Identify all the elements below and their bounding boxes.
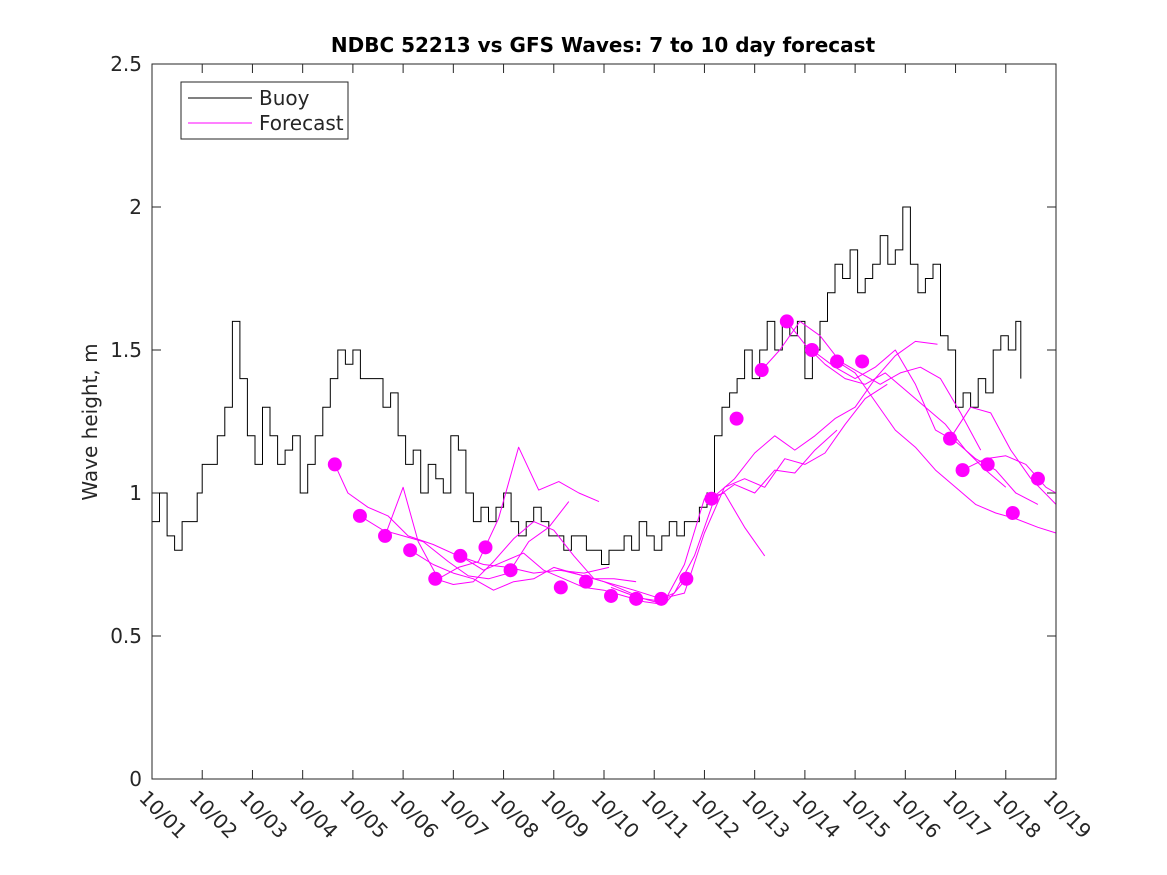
forecast-marker [403, 543, 418, 558]
forecast-marker [704, 491, 719, 506]
forecast-marker [1005, 506, 1020, 521]
forecast-run-line [435, 521, 662, 600]
forecast-marker [980, 457, 995, 472]
forecast-run-line [661, 383, 888, 600]
forecast-run-line [359, 501, 570, 580]
y-tick-label: 0.5 [110, 624, 142, 648]
forecast-marker [679, 571, 694, 586]
buoy-line [152, 206, 1022, 565]
y-tick-label: 2.5 [110, 52, 142, 76]
forecast-marker [955, 463, 970, 478]
forecast-marker [604, 588, 619, 603]
forecast-marker [478, 540, 493, 555]
forecast-run-line [836, 360, 1057, 534]
forecast-marker [943, 431, 958, 446]
forecast-marker [654, 591, 669, 606]
forecast-marker [804, 343, 819, 357]
plot-frame [151, 63, 1057, 780]
forecast-run-line [711, 340, 938, 500]
forecast-marker [503, 563, 518, 578]
forecast-run-line [384, 446, 600, 580]
forecast-run-line [610, 429, 838, 603]
forecast-marker [830, 354, 845, 369]
y-tick-label: 0 [129, 767, 142, 791]
forecast-marker [855, 354, 870, 369]
forecast-marker [428, 571, 443, 586]
forecast-marker [1030, 471, 1045, 486]
forecast-marker [754, 363, 769, 378]
chart-title: NDBC 52213 vs GFS Waves: 7 to 10 day for… [331, 33, 876, 57]
y-tick-label: 1 [129, 481, 142, 505]
forecast-run-line [761, 320, 982, 451]
forecast-marker [327, 457, 342, 472]
legend-label: Buoy [259, 86, 310, 110]
legend-box [180, 81, 349, 140]
forecast-marker [779, 314, 794, 329]
forecast-marker [352, 508, 367, 523]
forecast-marker [378, 528, 393, 543]
legend-label: Forecast [259, 111, 344, 135]
forecast-marker [453, 548, 468, 563]
y-axis-label: Wave height, m [78, 343, 102, 500]
forecast-marker [629, 591, 644, 606]
forecast-marker [729, 411, 744, 426]
y-tick-label: 2 [129, 195, 142, 219]
forecast-marker [553, 580, 568, 595]
forecast-run-line [409, 549, 637, 591]
forecast-marker [578, 574, 593, 589]
forecast-run-line [811, 349, 1039, 505]
forecast-run-line [460, 552, 687, 605]
plot-area [152, 64, 1056, 779]
y-tick-label: 1.5 [110, 338, 142, 362]
